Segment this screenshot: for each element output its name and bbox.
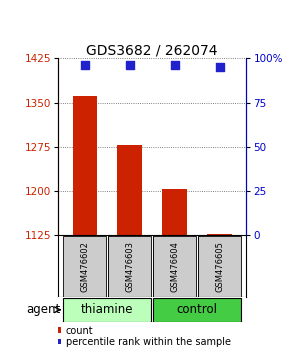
Text: GSM476604: GSM476604	[170, 241, 179, 292]
Point	[172, 63, 177, 68]
Text: count: count	[66, 326, 93, 336]
Text: control: control	[177, 303, 218, 316]
Point	[128, 63, 132, 68]
Bar	[153, 236, 196, 297]
Point	[83, 63, 87, 68]
Bar	[162, 189, 187, 235]
Text: agent: agent	[26, 303, 60, 316]
Text: thiamine: thiamine	[81, 303, 134, 316]
Bar	[108, 236, 151, 297]
Bar	[153, 298, 241, 322]
Bar	[198, 236, 241, 297]
Text: percentile rank within the sample: percentile rank within the sample	[66, 337, 231, 348]
Bar	[117, 145, 142, 235]
Title: GDS3682 / 262074: GDS3682 / 262074	[86, 43, 218, 57]
Text: GSM476602: GSM476602	[80, 241, 89, 292]
Bar	[207, 234, 232, 235]
Bar	[64, 298, 151, 322]
Bar	[64, 236, 106, 297]
Bar	[72, 96, 97, 235]
Text: GSM476605: GSM476605	[215, 241, 224, 292]
Point	[217, 64, 222, 70]
Text: GSM476603: GSM476603	[125, 241, 134, 292]
